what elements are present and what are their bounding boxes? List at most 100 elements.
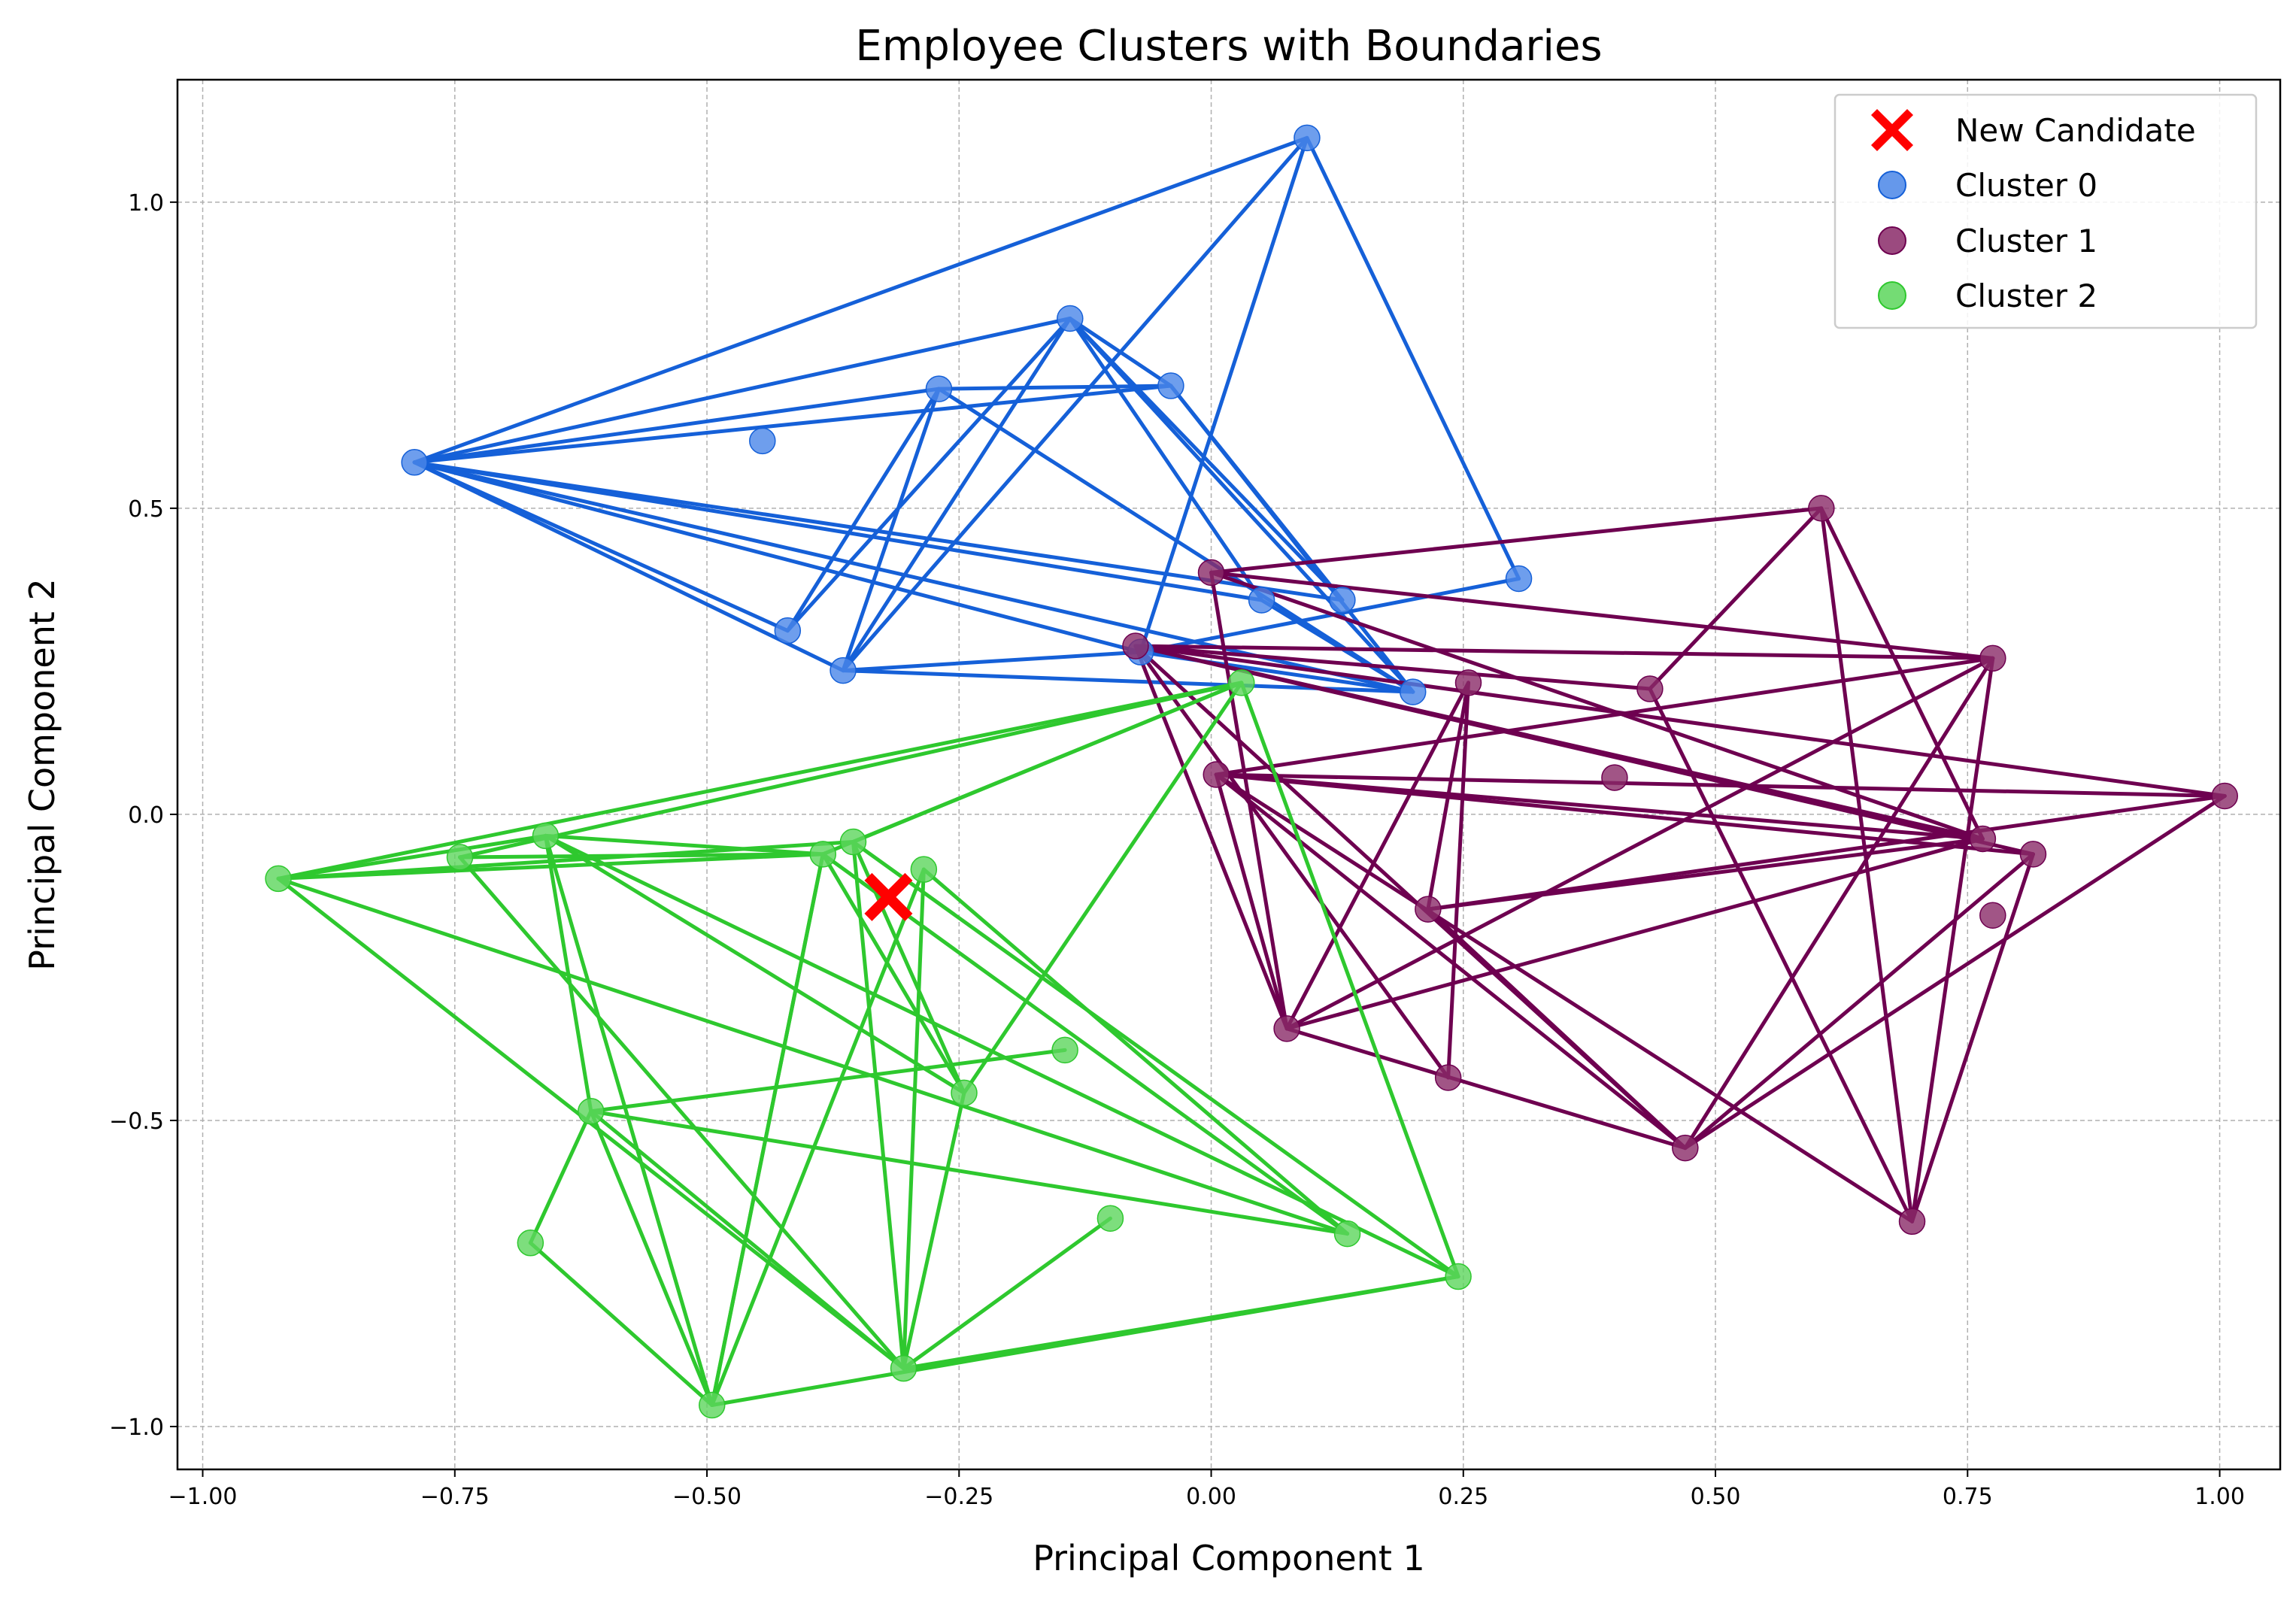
cluster-2-boundary-line	[820, 852, 1350, 1236]
cluster-1-boundary-line	[1133, 644, 1451, 1080]
cluster-0-points	[401, 124, 1533, 705]
cluster-1-boundary-line	[1214, 772, 1688, 1151]
cluster-0-boundary-line	[412, 135, 1309, 465]
cluster-2-point	[578, 1098, 605, 1125]
legend-marker-cluster-1	[1878, 226, 1906, 255]
cluster-1-boundary-line	[1133, 644, 1289, 1031]
cluster-0-boundary-line	[1068, 316, 1264, 602]
cluster-2-boundary-line	[851, 840, 906, 1371]
cluster-2-boundary-line	[589, 1048, 1067, 1114]
cluster-2-points	[265, 669, 1472, 1419]
cluster-0-point	[1057, 305, 1084, 332]
cluster-0-boundary-line	[412, 460, 1264, 602]
cluster-2-point	[1096, 1205, 1124, 1232]
cluster-0-boundary-line	[1068, 316, 1415, 694]
cluster-1-boundary-line	[1683, 793, 2227, 1151]
cluster-0-boundary-line	[785, 387, 941, 633]
cluster-2-boundary-line	[528, 1109, 593, 1245]
legend-label-cluster-1: Cluster 1	[1955, 223, 2097, 259]
x-tick-label: 0.25	[1438, 1484, 1488, 1510]
cluster-2-boundary-line	[589, 1109, 714, 1408]
cluster-2-point	[1228, 669, 1255, 696]
cluster-1-boundary-line	[1284, 836, 1985, 1031]
y-tick-label: −1.0	[109, 1415, 164, 1441]
cluster-2-point	[809, 841, 836, 868]
cluster-1-boundary-line	[1683, 852, 2035, 1151]
cluster-0-boundary-line	[841, 316, 1072, 673]
cluster-2-point	[910, 856, 938, 883]
cluster-1-boundary-line	[1214, 772, 2227, 798]
cluster-1-point	[1273, 1015, 1300, 1042]
cluster-1-boundary-line	[1648, 506, 1824, 691]
axis-ticks: −1.00 −0.75 −0.50 −0.25 0.00 0.25 0.50 0.75 1.00…	[109, 190, 2245, 1510]
legend-label-cluster-0: Cluster 0	[1955, 167, 2097, 204]
cluster-1-boundary-line	[1910, 656, 1995, 1223]
cluster-1-boundary-line	[1284, 1026, 1688, 1151]
cluster-2-boundary-line	[851, 840, 1460, 1279]
cluster-1-point	[1601, 764, 1628, 791]
cluster-1-point	[1434, 1064, 1462, 1091]
cluster-0-boundary-line	[412, 384, 1173, 465]
cluster-2-boundary-line	[710, 852, 825, 1408]
cluster-1-points	[1122, 495, 2238, 1236]
cluster-1-point	[1672, 1134, 1699, 1162]
cluster-2-boundary-line	[543, 833, 714, 1408]
cluster-2-boundary-line	[276, 681, 1244, 881]
cluster-1-point	[1969, 825, 1997, 853]
cluster-2-boundary-line	[962, 681, 1244, 1095]
cluster-2-boundary-line	[820, 852, 966, 1095]
x-tick-label: 1.00	[2194, 1484, 2245, 1510]
cluster-1-point	[1415, 896, 1442, 923]
legend-frame	[1833, 93, 2258, 329]
cluster-1-boundary-line	[1214, 772, 1289, 1031]
cluster-boundaries	[276, 135, 2227, 1408]
cluster-0-point	[925, 375, 953, 402]
cluster-0-point	[774, 617, 802, 644]
cluster-0-boundary-line	[1169, 384, 1345, 602]
cluster-2-point	[532, 822, 560, 850]
cluster-2-boundary-line	[457, 681, 1244, 860]
cluster-2-boundary-line	[921, 867, 1350, 1236]
cluster-0-boundary-line	[1068, 316, 1173, 388]
cluster-0-point	[401, 449, 428, 476]
cluster-2-boundary-line	[589, 1109, 906, 1371]
cluster-1-boundary-line	[1209, 570, 1985, 841]
cluster-1-boundary-line	[1284, 656, 1995, 1031]
x-tick-label: −0.50	[672, 1484, 742, 1510]
cluster-2-boundary-line	[457, 855, 906, 1371]
cluster-1-boundary-line	[1426, 907, 1688, 1151]
chart-title: Employee Clusters with Boundaries	[855, 22, 1602, 71]
cluster-0-point	[830, 656, 857, 684]
cluster-2-point	[839, 828, 867, 856]
cluster-0-boundary-line	[412, 460, 1143, 654]
cluster-1-boundary-line	[1214, 656, 1995, 777]
cluster-2-boundary-line	[710, 1275, 1460, 1408]
cluster-2-edges	[276, 681, 1460, 1408]
x-axis-title: Principal Component 1	[1033, 1538, 1425, 1578]
cluster-0-boundary-line	[1260, 598, 1415, 694]
x-tick-label: −0.75	[420, 1484, 490, 1510]
cluster-1-boundary-line	[1446, 681, 1470, 1080]
cluster-1-edges	[1133, 506, 2227, 1223]
cluster-0-boundary-line	[412, 316, 1072, 465]
cluster-2-point	[1051, 1036, 1078, 1064]
cluster-0-point	[1505, 565, 1533, 593]
cluster-0-point	[749, 427, 776, 455]
cluster-0-boundary-line	[936, 384, 1173, 391]
cluster-1-boundary-line	[1209, 506, 1824, 575]
cluster-1-point	[1808, 495, 1835, 522]
cluster-2-boundary-line	[543, 833, 593, 1114]
cluster-1-point	[1898, 1208, 1926, 1236]
cluster-0-boundary-line	[785, 316, 1072, 633]
cluster-0-edges	[412, 135, 1521, 694]
cluster-0-point	[1294, 124, 1321, 152]
cluster-1-boundary-line	[1133, 644, 1652, 691]
x-tick-label: 0.75	[1943, 1484, 1993, 1510]
cluster-2-boundary-line	[276, 833, 547, 881]
x-tick-label: 0.00	[1186, 1484, 1236, 1510]
legend-label-cluster-2: Cluster 2	[1955, 277, 2097, 314]
cluster-1-point	[1454, 669, 1482, 696]
legend-label-new-candidate: New Candidate	[1955, 112, 2196, 149]
cluster-1-boundary-line	[1426, 793, 2227, 911]
